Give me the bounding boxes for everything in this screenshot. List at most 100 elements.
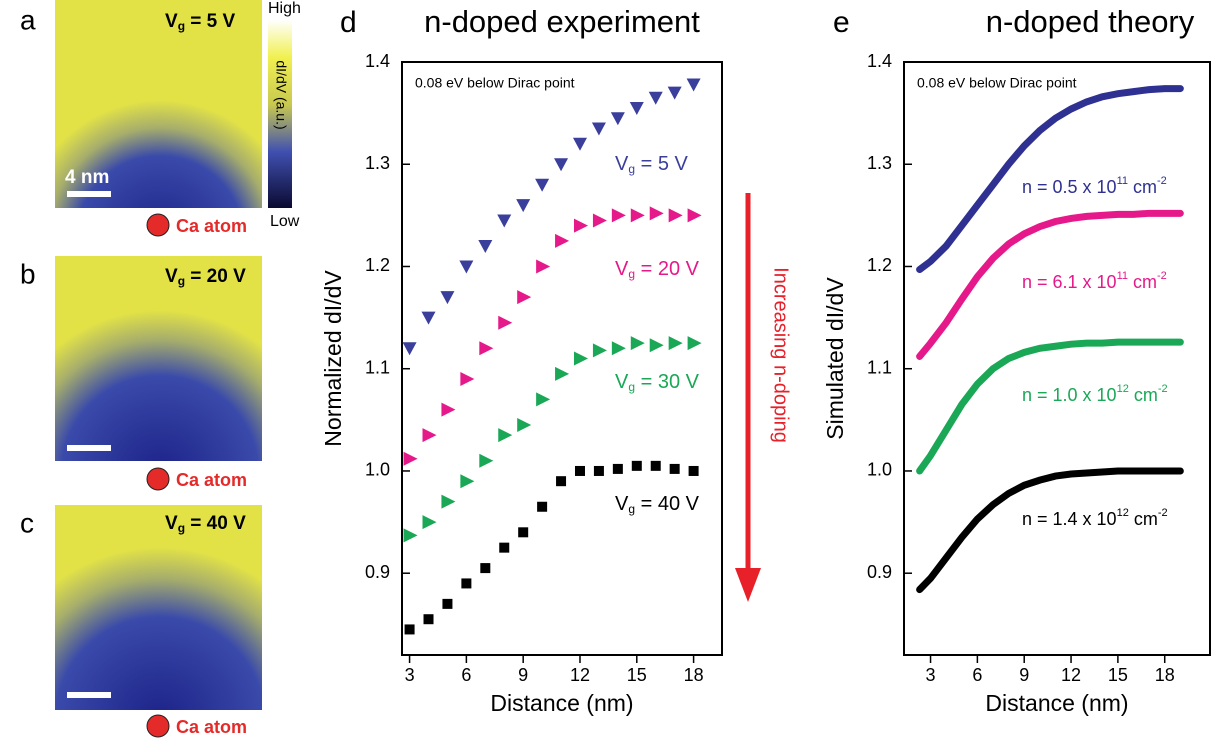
scale-bar bbox=[67, 445, 111, 451]
arrow-head bbox=[735, 568, 761, 602]
x-tick-label: 18 bbox=[1155, 665, 1175, 685]
marker bbox=[688, 465, 699, 476]
marker bbox=[612, 463, 623, 474]
series-label: Vg = 5 V bbox=[615, 153, 689, 176]
text-part: = 20 V bbox=[185, 266, 246, 287]
x-tick-label: 9 bbox=[518, 665, 528, 685]
panel-label: a bbox=[20, 4, 36, 35]
marker bbox=[402, 342, 417, 356]
marker bbox=[555, 233, 570, 248]
arrow-label: Increasing n-doping bbox=[770, 267, 792, 443]
x-tick-label: 3 bbox=[926, 665, 936, 685]
marker bbox=[460, 371, 475, 386]
marker bbox=[572, 137, 587, 151]
gate-label: Vg = 5 V bbox=[165, 11, 236, 33]
text-part: g bbox=[628, 162, 635, 176]
series-label: Vg = 20 V bbox=[615, 258, 700, 281]
marker bbox=[648, 91, 663, 105]
marker bbox=[499, 542, 510, 553]
marker bbox=[480, 563, 491, 574]
marker bbox=[536, 259, 551, 274]
marker bbox=[422, 428, 437, 443]
marker bbox=[668, 208, 683, 223]
marker bbox=[535, 178, 550, 192]
text-part: g bbox=[628, 502, 635, 516]
marker bbox=[441, 402, 456, 417]
x-axis-label: Distance (nm) bbox=[490, 690, 633, 716]
marker bbox=[459, 260, 474, 274]
panel-label: d bbox=[340, 6, 357, 39]
atom-label: Ca atom bbox=[176, 717, 247, 737]
y-tick-label: 1.2 bbox=[867, 255, 892, 275]
marker bbox=[592, 343, 607, 358]
scale-bar bbox=[67, 692, 111, 698]
y-tick-label: 0.9 bbox=[365, 562, 390, 582]
marker bbox=[479, 341, 494, 356]
marker bbox=[667, 86, 682, 100]
text-part: n = 1.4 x 10 bbox=[1022, 509, 1117, 529]
text-part: g bbox=[628, 267, 635, 281]
marker bbox=[423, 614, 434, 625]
text-part: g bbox=[628, 380, 635, 394]
text-part: V bbox=[165, 513, 178, 534]
gate-label: Vg = 20 V bbox=[165, 266, 246, 288]
marker bbox=[630, 336, 645, 351]
text-part: 12 bbox=[1117, 507, 1129, 519]
text-part: g bbox=[178, 19, 185, 33]
chart-title: n-doped experiment bbox=[424, 4, 700, 39]
x-axis-label: Distance (nm) bbox=[985, 690, 1128, 716]
marker bbox=[610, 112, 625, 126]
ca-atom bbox=[146, 213, 170, 237]
stm-image bbox=[55, 256, 262, 461]
text-part: = 40 V bbox=[635, 493, 700, 515]
marker bbox=[517, 417, 532, 432]
marker bbox=[649, 338, 664, 353]
text-part: -2 bbox=[1158, 383, 1168, 395]
marker bbox=[630, 208, 645, 223]
series-label: n = 1.0 x 1012 cm-2 bbox=[1022, 383, 1168, 405]
text-part: cm bbox=[1129, 385, 1158, 405]
plot-frame bbox=[903, 61, 1211, 656]
x-tick-label: 6 bbox=[972, 665, 982, 685]
x-tick-label: 15 bbox=[1108, 665, 1128, 685]
gate-label: Vg = 40 V bbox=[165, 513, 246, 535]
series-label: Vg = 40 V bbox=[615, 493, 700, 516]
marker bbox=[516, 199, 531, 213]
panel-label: e bbox=[833, 6, 850, 39]
marker bbox=[593, 465, 604, 476]
marker bbox=[403, 528, 418, 543]
marker bbox=[591, 122, 606, 136]
marker bbox=[592, 213, 607, 228]
text-part: 11 bbox=[1117, 175, 1128, 187]
marker bbox=[687, 336, 702, 351]
annotation: 0.08 eV below Dirac point bbox=[415, 75, 575, 91]
text-part: = 40 V bbox=[185, 513, 246, 534]
marker bbox=[421, 311, 436, 325]
marker bbox=[687, 208, 702, 223]
x-tick-label: 12 bbox=[570, 665, 590, 685]
text-part: cm bbox=[1128, 177, 1157, 197]
text-part: n = 6.1 x 10 bbox=[1022, 272, 1117, 292]
atom-label: Ca atom bbox=[176, 470, 247, 490]
text-part: = 20 V bbox=[635, 258, 700, 280]
marker bbox=[555, 366, 570, 381]
y-tick-label: 1.0 bbox=[365, 460, 390, 480]
stm-image bbox=[55, 505, 262, 710]
marker bbox=[650, 460, 661, 471]
text-part: g bbox=[178, 521, 185, 535]
text-part: cm bbox=[1128, 272, 1157, 292]
chart-title: n-doped theory bbox=[986, 4, 1195, 39]
stm-image bbox=[55, 0, 262, 208]
marker bbox=[649, 206, 664, 221]
x-tick-label: 15 bbox=[627, 665, 647, 685]
series-label: n = 0.5 x 1011 cm-2 bbox=[1022, 175, 1167, 197]
marker bbox=[517, 290, 532, 305]
panel-label: b bbox=[20, 258, 36, 289]
marker bbox=[478, 240, 493, 254]
marker bbox=[441, 494, 456, 509]
text-part: V bbox=[615, 493, 629, 515]
text-part: 11 bbox=[1117, 270, 1128, 282]
marker bbox=[611, 341, 626, 356]
text-part: n = 0.5 x 10 bbox=[1022, 177, 1117, 197]
marker bbox=[442, 598, 453, 609]
